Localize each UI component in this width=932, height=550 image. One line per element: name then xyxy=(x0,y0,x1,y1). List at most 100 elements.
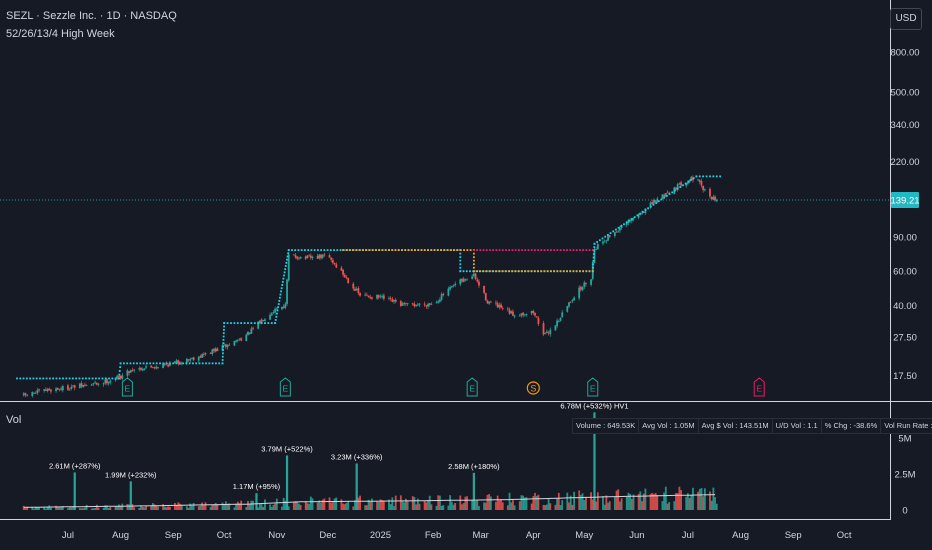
volume-bar xyxy=(709,491,711,510)
high-dot xyxy=(709,175,711,178)
candle xyxy=(31,391,34,398)
candle-body xyxy=(151,367,154,369)
high-dot xyxy=(326,249,329,252)
candle-body xyxy=(500,304,502,308)
volume-bar xyxy=(236,501,239,510)
high-dot xyxy=(588,270,591,273)
candle xyxy=(202,352,205,358)
candle xyxy=(702,185,705,193)
high-dot xyxy=(550,270,552,273)
volume-spike-bar xyxy=(285,455,289,510)
high-dot xyxy=(178,362,181,365)
high-dot xyxy=(631,218,633,220)
high-dot xyxy=(188,362,191,365)
candle-body xyxy=(357,288,360,294)
earnings-marker-label: E xyxy=(469,384,475,394)
volume-bar xyxy=(238,503,241,510)
high-dot xyxy=(606,233,609,236)
volume-bar xyxy=(381,500,384,510)
high-dot xyxy=(582,249,585,252)
candle xyxy=(304,255,307,261)
candle-body xyxy=(114,379,117,381)
candle xyxy=(405,302,407,307)
volume-bar xyxy=(26,506,29,510)
candle-body xyxy=(202,354,205,356)
volume-bar xyxy=(204,502,207,510)
volume-bar xyxy=(174,502,176,510)
high-dot xyxy=(639,212,641,215)
high-dot xyxy=(472,263,475,266)
volume-bars-group xyxy=(22,412,718,510)
volume-tick-label: 2.5M xyxy=(894,470,915,481)
high-dot xyxy=(94,377,97,380)
high-dot xyxy=(287,252,290,255)
volume-bar xyxy=(617,489,620,510)
high-dot xyxy=(501,249,504,252)
candle xyxy=(537,316,540,326)
candle-body xyxy=(476,279,479,282)
candle-body xyxy=(710,197,713,200)
candle xyxy=(617,229,620,233)
high-dot xyxy=(592,253,595,255)
candle-body xyxy=(333,262,336,264)
high-dot xyxy=(524,270,527,273)
time-tick-label: Jul xyxy=(62,530,74,541)
high-dot xyxy=(215,362,217,365)
candle-body xyxy=(162,363,164,369)
volume-bar xyxy=(605,495,608,510)
volume-bar xyxy=(177,502,180,510)
volume-bar xyxy=(282,497,285,510)
candle xyxy=(474,273,477,281)
price-tick-label: 800.00 xyxy=(890,48,919,59)
candle xyxy=(70,384,73,391)
candle xyxy=(199,354,202,359)
currency-button[interactable]: USD xyxy=(890,8,922,30)
high-dot xyxy=(556,249,559,252)
volume-bar xyxy=(192,503,195,510)
candle xyxy=(233,340,236,347)
high-dot xyxy=(660,198,663,201)
candle xyxy=(48,387,51,391)
volume-bar xyxy=(58,507,61,510)
volume-bar xyxy=(240,500,243,510)
high-dot xyxy=(339,249,342,252)
high-dot xyxy=(108,377,110,380)
volume-bar xyxy=(549,503,552,510)
candle xyxy=(377,294,380,300)
candle xyxy=(715,198,718,203)
candle xyxy=(131,367,134,373)
candle-body xyxy=(323,254,326,256)
volume-bar xyxy=(72,506,74,510)
high-dot xyxy=(593,242,596,245)
volume-bar xyxy=(537,494,540,510)
volume-bar xyxy=(663,492,666,510)
candle xyxy=(403,301,406,306)
volume-bar xyxy=(292,501,295,510)
volume-bar xyxy=(335,497,338,510)
candle xyxy=(67,383,69,391)
high-dot xyxy=(527,249,530,252)
high-dot xyxy=(117,377,120,380)
high-dot xyxy=(472,259,475,262)
volume-bar xyxy=(221,502,224,510)
candle xyxy=(394,298,397,304)
candle xyxy=(191,357,193,360)
volume-bar xyxy=(700,487,703,510)
volume-bar xyxy=(109,507,112,510)
volume-bar xyxy=(641,501,643,510)
volume-bar xyxy=(439,495,441,510)
volume-bar xyxy=(95,504,98,510)
volume-bar xyxy=(690,495,693,510)
high-dot xyxy=(277,306,280,309)
high-dot xyxy=(119,362,122,365)
volume-bar xyxy=(532,496,535,510)
volume-bar xyxy=(367,499,370,510)
volume-bar xyxy=(107,508,110,510)
volume-bar xyxy=(128,504,130,510)
candle-body xyxy=(199,356,202,358)
candle-body xyxy=(191,357,193,359)
candle-body xyxy=(209,353,212,354)
high-dot xyxy=(459,256,462,259)
